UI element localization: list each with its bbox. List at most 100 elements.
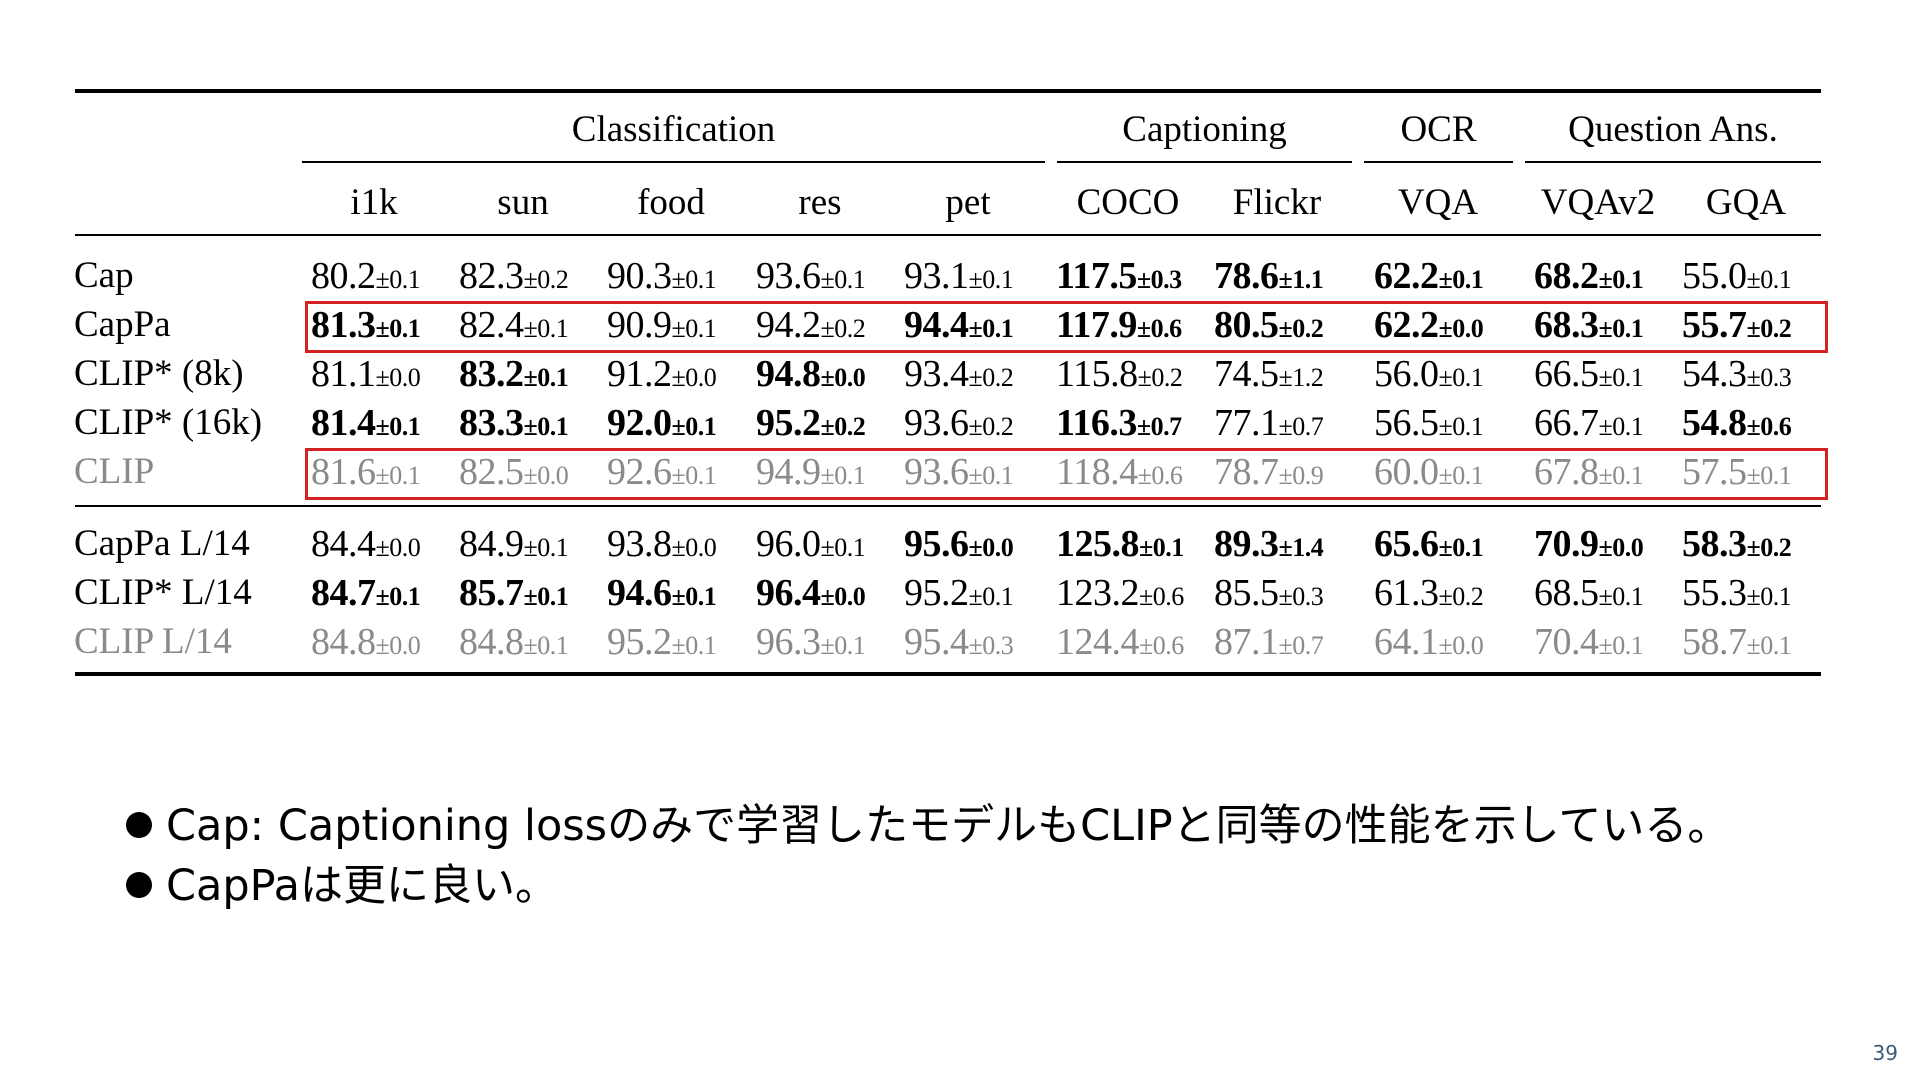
table-cell: 77.1±0.7 bbox=[1214, 401, 1324, 445]
cell-value: 84.7 bbox=[311, 572, 376, 614]
table-cell: 66.5±0.1 bbox=[1534, 352, 1644, 396]
table-cell: 94.2±0.2 bbox=[756, 303, 866, 347]
table-cell: 84.9±0.1 bbox=[459, 522, 569, 566]
cell-value: 74.5 bbox=[1214, 353, 1279, 395]
cell-std: ±0.1 bbox=[1139, 533, 1184, 562]
cell-value: 58.3 bbox=[1682, 523, 1747, 565]
column-header: Flickr bbox=[1232, 182, 1322, 223]
group-underline bbox=[1364, 161, 1513, 163]
table-cell: 67.8±0.1 bbox=[1534, 450, 1644, 494]
cell-value: 125.8 bbox=[1056, 523, 1140, 565]
row-label: CLIP* L/14 bbox=[74, 572, 252, 613]
table-cell: 83.3±0.1 bbox=[459, 401, 569, 445]
cell-std: ±0.1 bbox=[1598, 461, 1644, 490]
cell-std: ±0.3 bbox=[968, 631, 1014, 660]
cell-value: 92.6 bbox=[607, 451, 672, 493]
table-cell: 81.3±0.1 bbox=[311, 303, 421, 347]
cell-std: ±0.1 bbox=[968, 314, 1014, 343]
cell-std: ±0.0 bbox=[375, 631, 421, 660]
cell-value: 64.1 bbox=[1374, 621, 1439, 663]
cell-value: 87.1 bbox=[1214, 621, 1279, 663]
table-cell: 57.5±0.1 bbox=[1682, 450, 1792, 494]
table-cell: 82.5±0.0 bbox=[459, 450, 569, 494]
cell-std: ±0.3 bbox=[1746, 363, 1792, 392]
row-label: CapPa bbox=[74, 304, 171, 345]
cell-value: 117.5 bbox=[1056, 255, 1137, 297]
cell-value: 82.3 bbox=[459, 255, 524, 297]
cell-std: ±0.1 bbox=[671, 412, 717, 441]
table-cell: 93.6±0.1 bbox=[904, 450, 1014, 494]
table-cell: 54.3±0.3 bbox=[1682, 352, 1792, 396]
cell-std: ±0.0 bbox=[671, 533, 717, 562]
row-label: CLIP* (8k) bbox=[74, 353, 244, 394]
table-cell: 78.7±0.9 bbox=[1214, 450, 1324, 494]
column-header: res bbox=[798, 182, 842, 223]
cell-value: 94.6 bbox=[607, 572, 672, 614]
table-cell: 66.7±0.1 bbox=[1534, 401, 1644, 445]
cell-std: ±0.1 bbox=[1598, 265, 1644, 294]
cell-value: 95.2 bbox=[607, 621, 672, 663]
table-cell: 83.2±0.1 bbox=[459, 352, 569, 396]
cell-value: 115.8 bbox=[1056, 353, 1138, 395]
table-cell: 92.0±0.1 bbox=[607, 401, 717, 445]
cell-std: ±0.2 bbox=[1438, 582, 1484, 611]
cell-value: 85.5 bbox=[1214, 572, 1279, 614]
cell-value: 62.2 bbox=[1374, 255, 1439, 297]
table-cell: 65.6±0.1 bbox=[1374, 522, 1484, 566]
table-cell: 94.8±0.0 bbox=[756, 352, 866, 396]
table-cell: 117.9±0.6 bbox=[1056, 303, 1182, 347]
cell-std: ±0.1 bbox=[820, 533, 866, 562]
highlight-box bbox=[305, 448, 1828, 500]
cell-value: 83.3 bbox=[459, 402, 524, 444]
row-label: CLIP bbox=[74, 451, 155, 492]
table-cell: 90.3±0.1 bbox=[607, 254, 717, 298]
cell-value: 66.7 bbox=[1534, 402, 1599, 444]
cell-value: 123.2 bbox=[1056, 572, 1140, 614]
group-header: OCR bbox=[1400, 109, 1477, 150]
table-cell: 58.3±0.2 bbox=[1682, 522, 1792, 566]
table-cell: 93.6±0.1 bbox=[756, 254, 866, 298]
table-cell: 93.1±0.1 bbox=[904, 254, 1014, 298]
cell-std: ±0.2 bbox=[968, 412, 1014, 441]
cell-std: ±0.0 bbox=[375, 363, 421, 392]
column-header: GQA bbox=[1705, 182, 1787, 223]
cell-std: ±0.2 bbox=[968, 363, 1014, 392]
cell-std: ±0.1 bbox=[375, 582, 421, 611]
table-cell: 96.0±0.1 bbox=[756, 522, 866, 566]
cell-value: 93.6 bbox=[756, 255, 821, 297]
cell-value: 118.4 bbox=[1056, 451, 1138, 493]
cell-std: ±0.0 bbox=[1438, 631, 1484, 660]
table-cell: 74.5±1.2 bbox=[1214, 352, 1324, 396]
cell-std: ±0.1 bbox=[1438, 412, 1484, 441]
table-cell: 80.2±0.1 bbox=[311, 254, 421, 298]
table-cell: 116.3±0.7 bbox=[1056, 401, 1182, 445]
cell-value: 70.9 bbox=[1534, 523, 1599, 565]
table-cell: 123.2±0.6 bbox=[1056, 571, 1184, 615]
cell-value: 80.2 bbox=[311, 255, 376, 297]
cell-std: ±0.6 bbox=[1136, 314, 1182, 343]
cell-value: 81.3 bbox=[311, 304, 376, 346]
bullet-dot-icon bbox=[126, 871, 152, 898]
cell-std: ±0.2 bbox=[1746, 533, 1792, 562]
table-cell: 84.8±0.0 bbox=[311, 620, 421, 664]
table-cell: 89.3±1.4 bbox=[1214, 522, 1324, 566]
table-cell: 85.5±0.3 bbox=[1214, 571, 1324, 615]
cell-std: ±0.1 bbox=[968, 265, 1014, 294]
cell-value: 78.6 bbox=[1214, 255, 1279, 297]
cell-std: ±0.0 bbox=[375, 533, 421, 562]
group-header: Question Ans. bbox=[1568, 109, 1778, 150]
cell-value: 66.5 bbox=[1534, 353, 1599, 395]
cell-value: 84.8 bbox=[311, 621, 376, 663]
cell-std: ±0.0 bbox=[1438, 314, 1484, 343]
table-cell: 117.5±0.3 bbox=[1056, 254, 1182, 298]
group-header: Classification bbox=[571, 109, 776, 150]
column-header: COCO bbox=[1076, 182, 1180, 223]
cell-std: ±0.1 bbox=[1598, 631, 1644, 660]
table-cell: 81.1±0.0 bbox=[311, 352, 421, 396]
cell-value: 70.4 bbox=[1534, 621, 1599, 663]
cell-std: ±1.1 bbox=[1278, 265, 1324, 294]
cell-std: ±0.1 bbox=[1598, 412, 1644, 441]
cell-std: ±0.0 bbox=[1598, 533, 1644, 562]
cell-value: 95.2 bbox=[904, 572, 969, 614]
table-cell: 81.4±0.1 bbox=[311, 401, 421, 445]
